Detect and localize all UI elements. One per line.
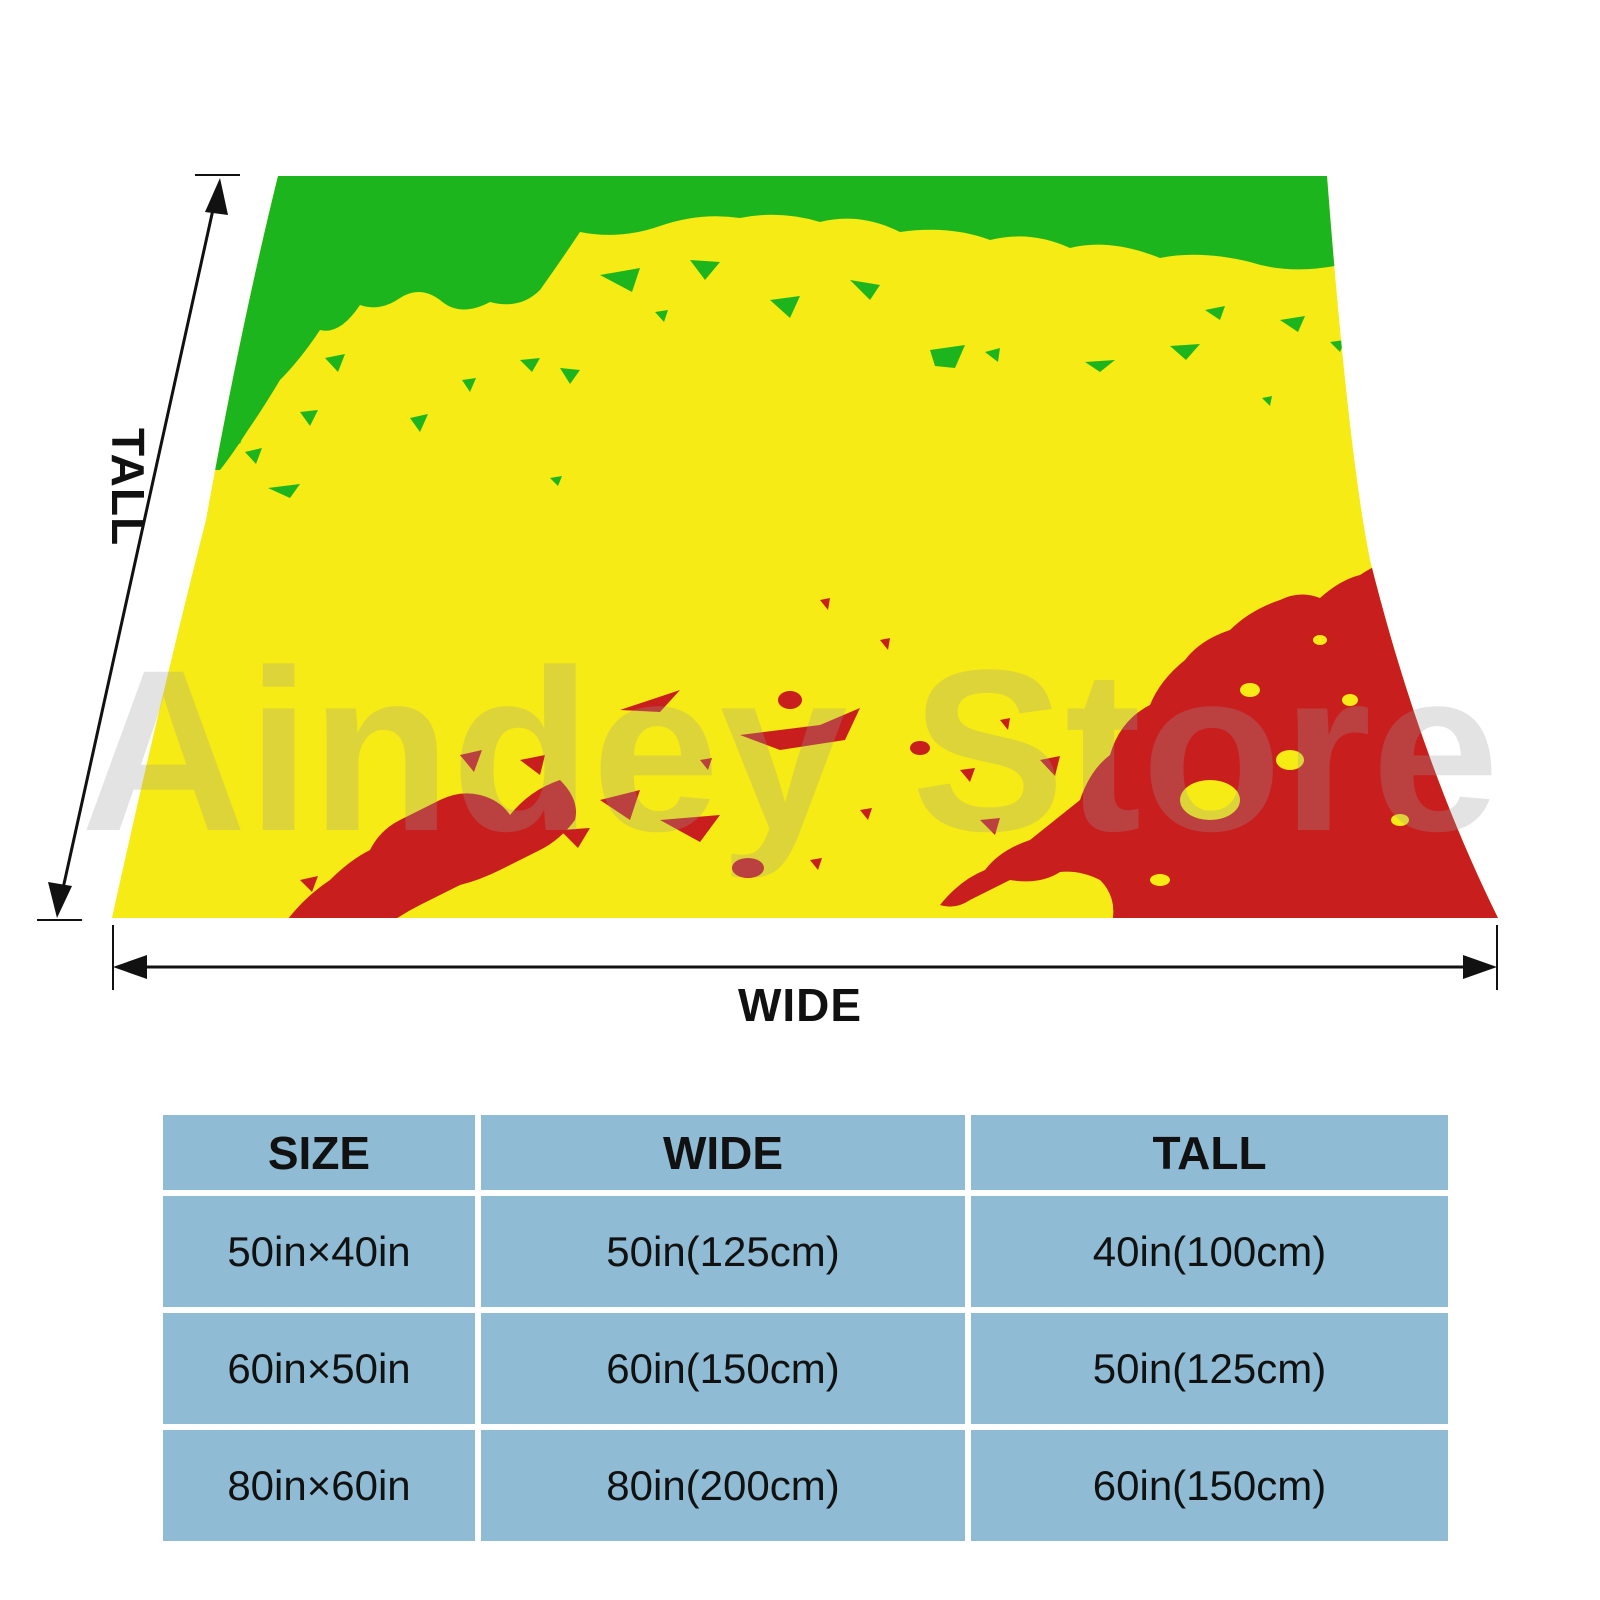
- header-wide: WIDE: [481, 1115, 965, 1190]
- wide-label: WIDE: [737, 979, 863, 1031]
- green-splash-region: [200, 176, 1340, 470]
- size-table: SIZE WIDE TALL 50in×40in 50in(125cm) 40i…: [157, 1109, 1454, 1547]
- tall-dimension-arrow: [37, 174, 240, 921]
- wide-dimension-arrow: [112, 925, 1498, 990]
- size-cell: 60in×50in: [163, 1313, 475, 1424]
- table-row: 80in×60in 80in(200cm) 60in(150cm): [163, 1430, 1448, 1541]
- tall-cell: 60in(150cm): [971, 1430, 1448, 1541]
- header-size: SIZE: [163, 1115, 475, 1190]
- header-tall: TALL: [971, 1115, 1448, 1190]
- blanket-illustration: Aindey Store: [37, 174, 1500, 990]
- table-row: 60in×50in 60in(150cm) 50in(125cm): [163, 1313, 1448, 1424]
- table-row: 50in×40in 50in(125cm) 40in(100cm): [163, 1196, 1448, 1307]
- red-splash-left: [280, 780, 576, 918]
- green-flecks: [232, 202, 1345, 498]
- yellow-specks: [1150, 635, 1409, 886]
- wide-cell: 80in(200cm): [481, 1430, 965, 1541]
- size-cell: 50in×40in: [163, 1196, 475, 1307]
- size-table-header-row: SIZE WIDE TALL: [163, 1115, 1448, 1190]
- red-splash-region: [940, 560, 1498, 918]
- red-flecks: [300, 598, 1060, 892]
- tall-label: TALL: [102, 427, 154, 547]
- wide-cell: 50in(125cm): [481, 1196, 965, 1307]
- tall-cell: 40in(100cm): [971, 1196, 1448, 1307]
- wide-cell: 60in(150cm): [481, 1313, 965, 1424]
- size-cell: 80in×60in: [163, 1430, 475, 1541]
- tall-cell: 50in(125cm): [971, 1313, 1448, 1424]
- watermark-text: Aindey Store: [81, 622, 1500, 879]
